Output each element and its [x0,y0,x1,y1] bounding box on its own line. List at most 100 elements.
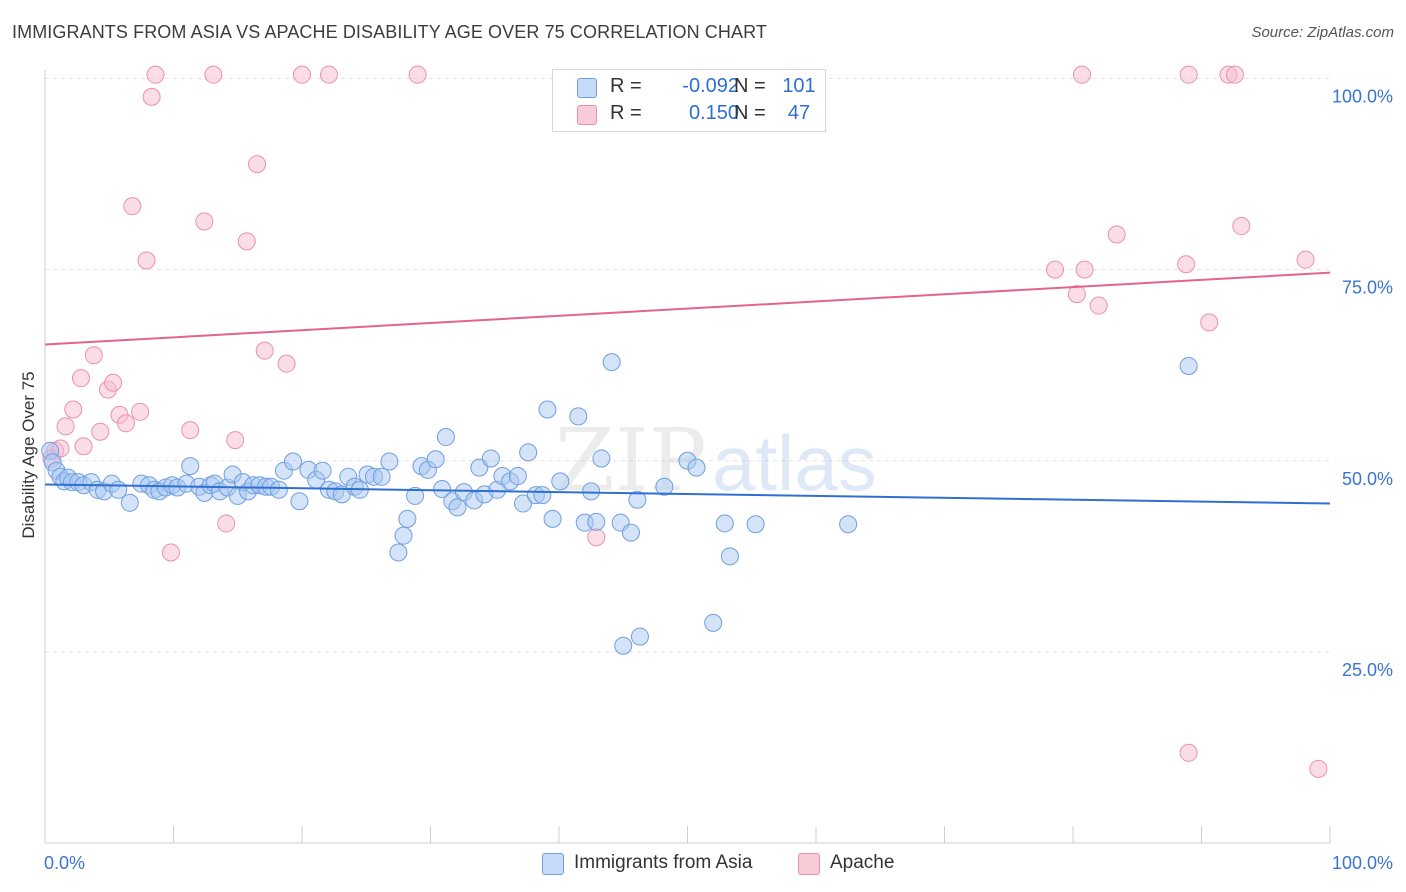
immigrants-from-asia-point [433,480,452,499]
immigrants-from-asia-point [394,526,413,545]
immigrants-from-asia-point [109,480,128,499]
legend-label: Immigrants from Asia [574,852,753,873]
apache-point [137,251,156,270]
immigrants-from-asia-point [290,492,309,511]
apache-point [123,197,142,216]
gridlines [45,78,1330,653]
immigrants-from-asia-point [533,486,552,505]
immigrants-from-asia-point [372,467,391,486]
immigrants-from-asia-point [621,523,640,542]
immigrants-from-asia-point [389,543,408,562]
apache-point [71,369,90,388]
immigrants-from-asia-point [551,472,570,491]
apache-point [1075,260,1094,279]
immigrants-from-asia-point [746,515,765,534]
y-tick-label: 75.0% [1342,278,1393,298]
apache-point [142,87,161,106]
apache-point [131,402,150,421]
immigrants-from-asia-point [543,509,562,528]
immigrants-from-asia-point [398,509,417,528]
apache-point [1232,217,1251,236]
apache-trend-line [44,271,1331,346]
legend-swatch-blue [542,853,564,875]
stats-legend: R = -0.092 N = 101 R = 0.150 N = 47 [552,69,826,132]
legend-n-label: N = [734,75,766,97]
immigrants-from-asia-point [380,452,399,471]
apache-point [104,373,123,392]
immigrants-from-asia-point [582,482,601,501]
immigrants-from-asia-point [313,461,332,480]
immigrants-from-asia-point [181,457,200,476]
apache-point [226,431,245,450]
legend-swatch-blue [577,78,597,98]
apache-point [161,543,180,562]
immigrants-from-asia-point [1179,356,1198,375]
apache-points [42,65,1328,778]
apache-point [255,341,274,360]
apache-point [1179,743,1198,762]
chart-title: IMMIGRANTS FROM ASIA VS APACHE DISABILIT… [12,22,767,42]
apache-point [1046,260,1065,279]
immigrants-from-asia-point [519,443,538,462]
legend-r-value: 0.150 [688,102,739,124]
apache-point [56,417,75,436]
immigrants-from-asia-point [628,490,647,509]
immigrants-from-asia-point [406,486,425,505]
tick-labels: 25.0% 50.0% 75.0% 100.0% 0.0% 100.0% [44,87,1393,874]
y-tick-label: 50.0% [1342,469,1393,489]
immigrants-from-asia-point [715,514,734,533]
apache-point [237,232,256,251]
apache-point [277,354,296,373]
apache-point [1067,285,1086,304]
apache-point [1225,65,1244,84]
apache-point [64,400,83,419]
y-tick-label: 25.0% [1342,660,1393,680]
immigrants-from-asia-point [614,636,633,655]
y-axis-label: Disability Age Over 75 [19,371,38,538]
apache-point [1072,65,1091,84]
legend-label: Apache [830,852,895,873]
immigrants-from-asia-point [587,512,606,531]
chart-source: Source: ZipAtlas.com [1251,24,1394,41]
legend-n-value: 101 [782,75,816,97]
immigrants-from-asia-point [655,477,674,496]
apache-point [116,414,135,433]
apache-point [84,346,103,365]
watermark-atlas: atlas [712,419,877,507]
legend-r-label: R = [610,75,642,97]
apache-point [1179,65,1198,84]
apache-point [74,437,93,456]
immigrants-from-asia-point [284,452,303,471]
immigrants-from-asia-point [538,400,557,419]
immigrants-from-asia-point [436,428,455,447]
immigrants-from-asia-point [630,627,649,646]
immigrants-from-asia-point [508,467,527,486]
apache-point [1177,255,1196,274]
legend-n-label: N = [734,102,766,124]
immigrants-from-asia-point [720,547,739,566]
x-tick-label-min: 0.0% [44,853,85,873]
apache-point [1107,225,1126,244]
apache-point [319,65,338,84]
immigrants-from-asia-point [704,613,723,632]
immigrants-from-asia-point [687,458,706,477]
legend-swatch-pink [577,105,597,125]
immigrants-from-asia-point [448,498,467,517]
immigrants-from-asia-point [602,353,621,372]
apache-point [1200,313,1219,332]
immigrants-from-asia-point [426,450,445,469]
apache-point [1309,759,1328,778]
trend-lines [44,271,1331,505]
apache-point [408,65,427,84]
apache-point [181,421,200,440]
apache-point [248,155,267,174]
x-tick-label-max: 100.0% [1332,853,1393,873]
apache-point [146,65,165,84]
apache-point [1089,296,1108,315]
y-tick-label: 100.0% [1332,87,1393,107]
immigrants-from-asia-point [120,493,139,512]
apache-point [293,65,311,84]
apache-point [204,65,223,84]
immigrants-from-asia-point [839,515,858,534]
apache-point [587,528,606,547]
